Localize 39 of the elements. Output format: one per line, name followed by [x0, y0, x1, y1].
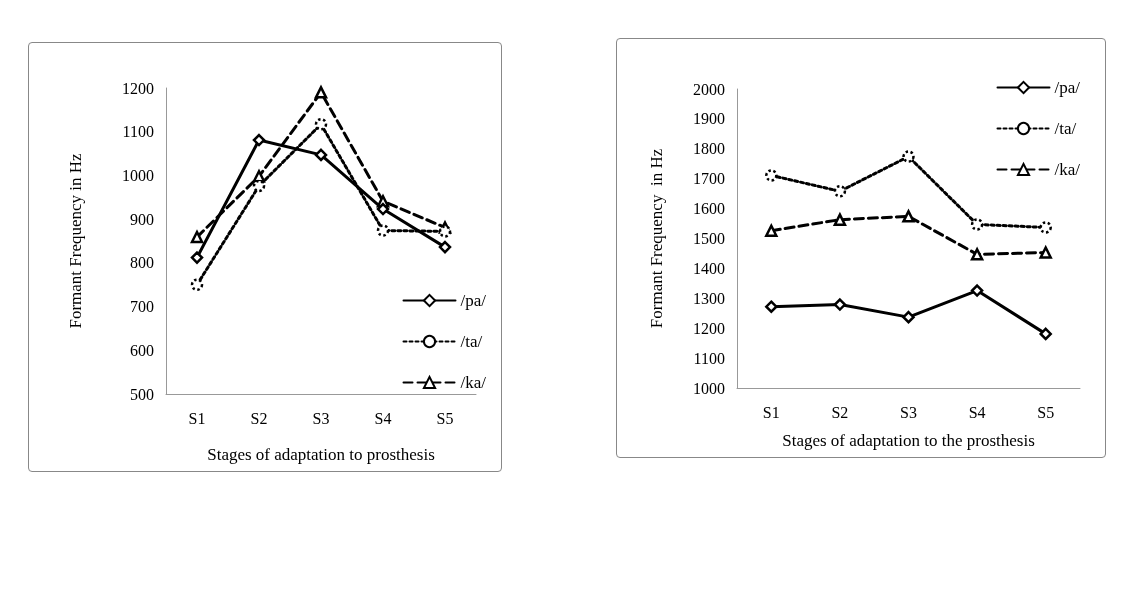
x-tick-label: S2	[250, 409, 268, 427]
y-tick-label: 1800	[693, 140, 725, 158]
y-tick-label: 500	[130, 385, 154, 403]
y-axis-title: Formant Frequency in Hz	[647, 148, 666, 329]
x-tick-label: S4	[374, 409, 392, 427]
x-tick-label: S5	[436, 409, 454, 427]
x-axis-title: Stages of adaptation to prosthesis	[207, 444, 435, 464]
y-tick-label: 1000	[693, 379, 725, 397]
y-tick-label: 1600	[693, 200, 725, 218]
y-tick-label: 700	[130, 298, 154, 316]
y-tick-label: 2000	[693, 80, 725, 98]
y-tick-label: 1900	[693, 110, 725, 128]
y-tick-label: 1100	[693, 349, 725, 367]
x-tick-label: S3	[312, 409, 330, 427]
legend-label: /ka/	[460, 373, 487, 392]
y-tick-label: 800	[130, 254, 154, 272]
x-tick-label: S1	[188, 409, 206, 427]
y-tick-label: 1200	[693, 319, 725, 337]
y-tick-label: 1200	[122, 79, 154, 97]
x-tick-label: S4	[968, 403, 986, 421]
x-tick-label: S5	[1037, 403, 1055, 421]
legend-label: /ka/	[1054, 160, 1081, 179]
y-tick-label: 600	[130, 341, 154, 359]
y-tick-label: 900	[130, 210, 154, 228]
y-tick-label: 1100	[122, 123, 154, 141]
y-axis-title: Formant Frequency in Hz	[66, 152, 85, 329]
y-tick-label: 1300	[693, 289, 725, 307]
y-tick-label: 1500	[693, 230, 725, 247]
legend-label: /pa/	[460, 291, 487, 310]
y-tick-label: 1000	[122, 166, 154, 184]
x-axis-title: Stages of adaptation to the prosthesis	[782, 430, 1035, 450]
legend-label: /ta/	[460, 332, 483, 351]
x-tick-label: S2	[831, 403, 849, 421]
y-tick-label: 1700	[693, 170, 725, 188]
legend-label: /pa/	[1054, 78, 1081, 97]
x-tick-label: S3	[900, 403, 917, 421]
y-tick-label: 1400	[693, 259, 725, 277]
legend-label: /ta/	[1054, 119, 1077, 138]
x-tick-label: S1	[762, 403, 780, 421]
